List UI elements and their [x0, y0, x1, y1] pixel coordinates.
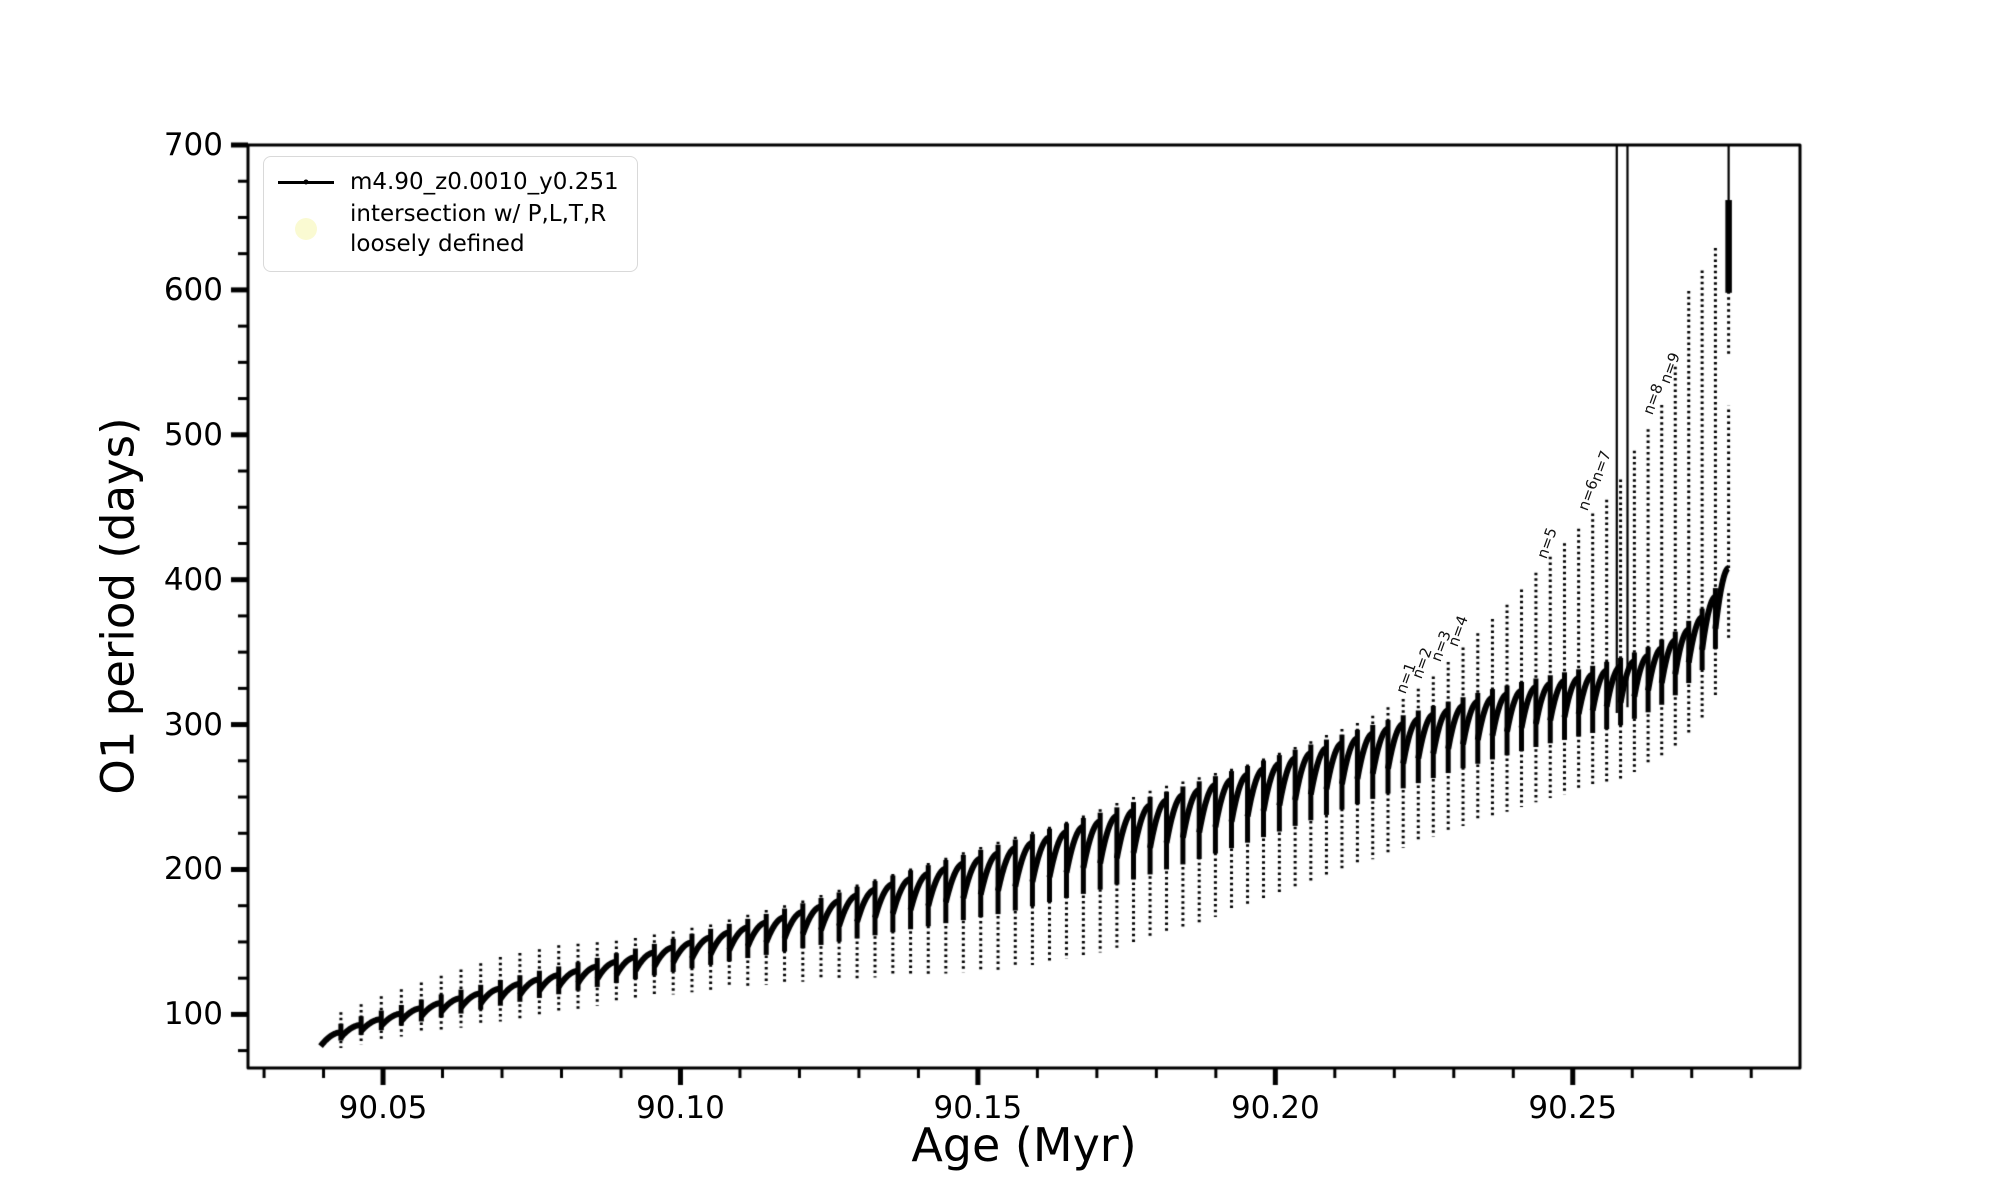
- legend-intersection-line2: loosely defined: [350, 231, 525, 257]
- y-tick-label: 500: [163, 416, 223, 453]
- x-tick-label: 90.10: [636, 1090, 725, 1126]
- legend-entry-intersection: intersection w/ P,L,T,R loosely defined: [278, 199, 619, 259]
- pale-circle-icon: [295, 218, 317, 240]
- y-axis-label: O1 period (days): [91, 417, 145, 795]
- y-tick-label: 600: [163, 271, 223, 308]
- y-tick-label: 300: [163, 706, 223, 743]
- x-tick-label: 90.20: [1230, 1090, 1320, 1126]
- y-tick-label: 700: [163, 127, 223, 163]
- legend-entry-track: m4.90_z0.0010_y0.251: [278, 167, 619, 197]
- y-tick-label: 400: [163, 561, 223, 598]
- x-tick-label: 90.05: [338, 1090, 428, 1126]
- x-axis-label: Age (Myr): [911, 1118, 1137, 1172]
- x-tick-label: 90.15: [933, 1090, 1023, 1126]
- y-tick-label: 100: [163, 996, 223, 1033]
- x-tick-label: 90.25: [1528, 1090, 1618, 1126]
- legend-entry-track-label: m4.90_z0.0010_y0.251: [350, 169, 619, 195]
- legend-line-marker: [278, 179, 334, 185]
- legend-box: m4.90_z0.0010_y0.251 intersection w/ P,L…: [263, 156, 638, 272]
- legend-entry-intersection-label: intersection w/ P,L,T,R loosely defined: [350, 199, 606, 259]
- line-with-dot-icon: [278, 179, 334, 185]
- legend-intersection-line1: intersection w/ P,L,T,R: [350, 201, 607, 227]
- y-tick-label: 200: [163, 851, 223, 888]
- legend-circle-marker: [278, 218, 334, 240]
